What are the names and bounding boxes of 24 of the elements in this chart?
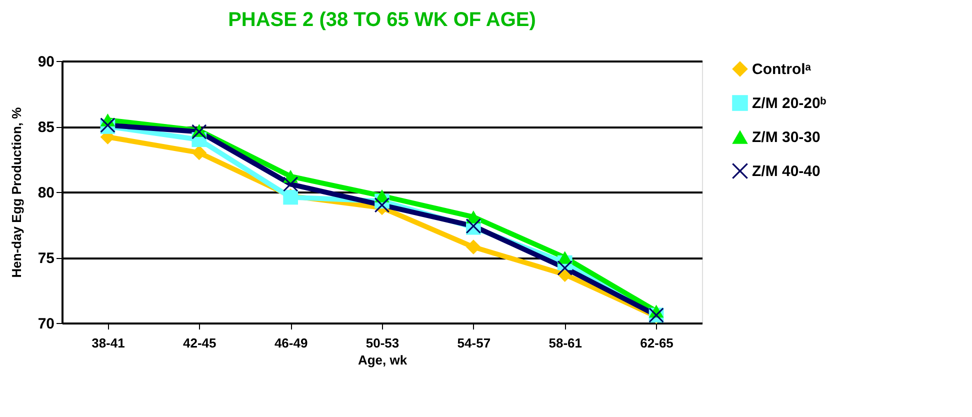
x-tick-label: 50-53 (366, 336, 400, 350)
chart-title: PHASE 2 (38 TO 65 WK OF AGE) (228, 9, 536, 31)
point (283, 176, 298, 192)
point (192, 145, 207, 160)
point (557, 251, 572, 264)
y-axis-title: Hen-day Egg Production, % (8, 106, 24, 278)
y-tick-label: 90 (38, 54, 54, 70)
x-tick-label: 62-65 (640, 336, 674, 350)
point (557, 260, 572, 276)
y-tick-label: 80 (38, 184, 54, 202)
x-tick-label: 46-49 (274, 336, 308, 350)
y-tick-label: 85 (38, 119, 54, 136)
legend-label: Controlᵃ (752, 61, 812, 78)
y-tick-label: 75 (38, 250, 54, 267)
x-tick-label: 42-45 (183, 336, 216, 350)
legend-label: Z/M 40-40 (752, 163, 820, 180)
x-tick-label: 54-57 (457, 336, 491, 350)
x-axis-title: Age, wk (358, 352, 408, 368)
legend-label: Z/M 30-30 (752, 129, 820, 146)
point (466, 240, 481, 254)
x-tick-label: 58-61 (548, 336, 582, 350)
x-tick-label: 38-41 (92, 336, 125, 350)
y-tick-label: 70 (38, 316, 54, 332)
legend-label: Z/M 20-20ᵇ (752, 95, 826, 112)
